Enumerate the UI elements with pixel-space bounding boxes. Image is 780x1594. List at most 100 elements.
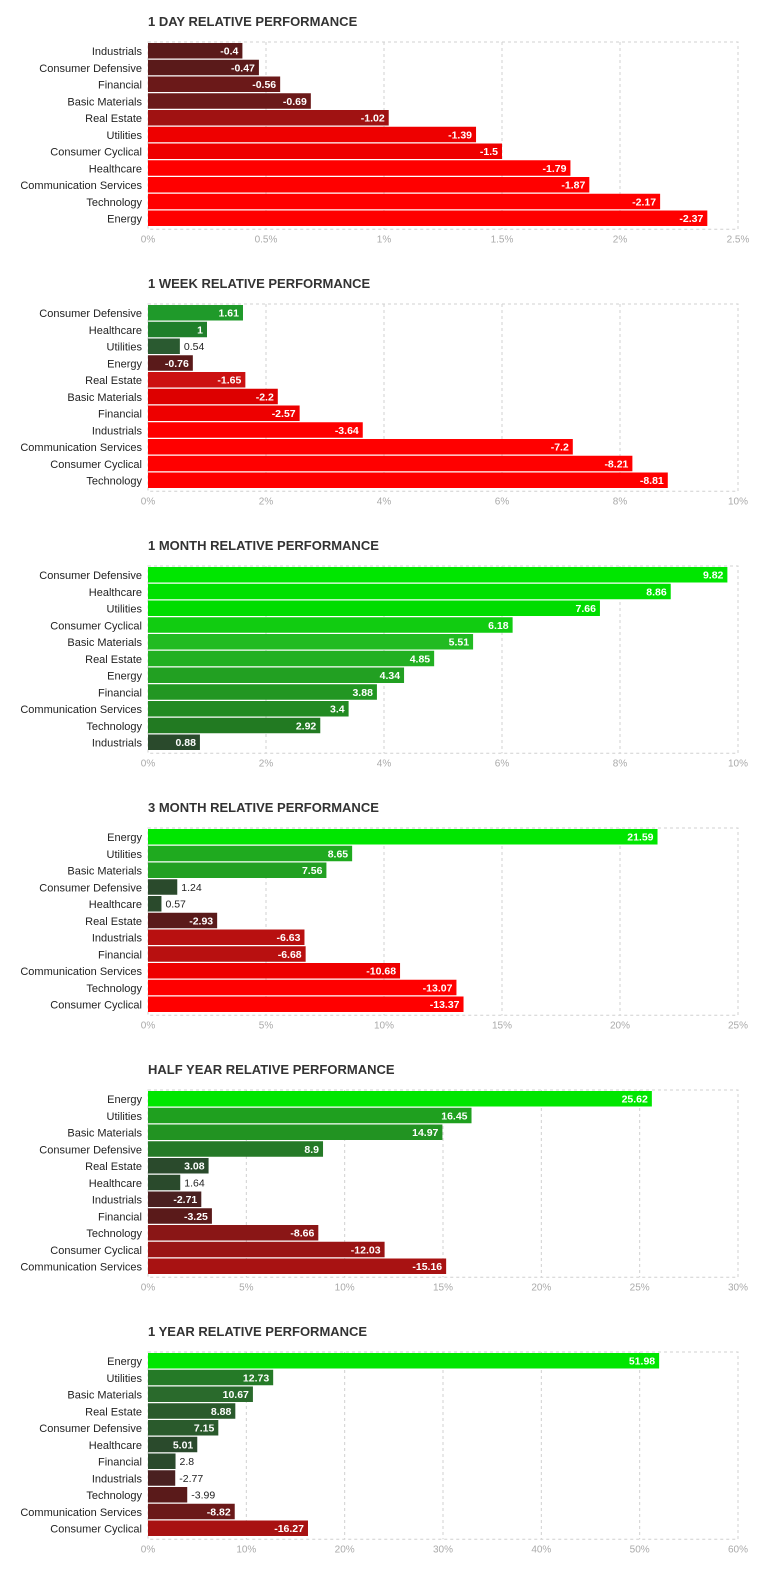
bar-industrials xyxy=(148,734,200,750)
x-tick-label: 2% xyxy=(259,496,274,507)
value-label: 3.08 xyxy=(184,1161,205,1173)
bar-energy xyxy=(148,210,708,226)
category-label: Healthcare xyxy=(89,163,142,175)
value-label: -2.37 xyxy=(679,213,703,225)
category-label: Energy xyxy=(107,671,142,683)
x-tick-label: 20% xyxy=(335,1544,355,1555)
value-label: 1.24 xyxy=(181,882,202,894)
category-label: Technology xyxy=(86,721,142,733)
value-label: 5.01 xyxy=(173,1439,194,1451)
value-label: -6.63 xyxy=(277,932,301,944)
category-label: Consumer Cyclical xyxy=(50,1524,142,1536)
category-label: Technology xyxy=(86,1228,142,1240)
value-label: 4.85 xyxy=(410,653,431,665)
value-label: -15.16 xyxy=(412,1261,442,1273)
bar-utilities xyxy=(148,126,477,143)
x-tick-label: 0.5% xyxy=(255,234,278,245)
chart-title: 1 MONTH RELATIVE PERFORMANCE xyxy=(148,538,379,553)
category-label: Financial xyxy=(98,409,142,421)
x-tick-label: 10% xyxy=(728,758,748,769)
bar-healthcare xyxy=(148,1436,198,1453)
bar-industrials xyxy=(148,422,363,438)
x-tick-label: 2% xyxy=(259,758,274,769)
x-tick-label: 10% xyxy=(374,1020,394,1031)
value-label: 8.88 xyxy=(211,1406,232,1418)
value-label: 9.82 xyxy=(703,570,724,582)
x-tick-label: 0% xyxy=(141,234,156,245)
bar-real-estate xyxy=(148,110,389,126)
bar-utilities xyxy=(148,1107,472,1124)
category-label: Financial xyxy=(98,1457,142,1469)
x-tick-label: 0% xyxy=(141,1544,156,1555)
bar-industrials xyxy=(148,43,243,59)
value-label: -0.56 xyxy=(252,79,276,91)
category-label: Consumer Cyclical xyxy=(50,1000,142,1012)
category-label: Industrials xyxy=(92,933,143,945)
value-label: -3.64 xyxy=(335,425,359,437)
value-label: 4.34 xyxy=(380,670,401,682)
category-label: Utilities xyxy=(107,130,143,142)
bar-technology xyxy=(148,472,668,488)
bar-healthcare xyxy=(148,160,571,176)
x-tick-label: 5% xyxy=(259,1020,274,1031)
bar-technology xyxy=(148,1487,188,1503)
x-tick-label: 0% xyxy=(141,1282,156,1293)
x-tick-label: 5% xyxy=(239,1282,254,1293)
category-label: Real Estate xyxy=(85,654,142,666)
value-label: 16.45 xyxy=(441,1110,467,1122)
x-tick-label: 10% xyxy=(335,1282,355,1293)
category-label: Financial xyxy=(98,80,142,92)
value-label: 0.57 xyxy=(165,899,186,911)
value-label: -8.82 xyxy=(207,1506,231,1518)
x-tick-label: 50% xyxy=(630,1544,650,1555)
value-label: 0.88 xyxy=(175,737,196,749)
category-label: Consumer Defensive xyxy=(39,1423,142,1435)
bar-consumer-defensive xyxy=(148,1420,219,1436)
value-label: 5.51 xyxy=(449,637,470,649)
category-label: Consumer Cyclical xyxy=(50,459,142,471)
category-label: Consumer Defensive xyxy=(39,570,142,582)
value-label: -0.47 xyxy=(231,62,255,74)
category-label: Basic Materials xyxy=(67,1128,142,1140)
value-label: -2.71 xyxy=(173,1194,197,1206)
x-tick-label: 25% xyxy=(728,1020,748,1031)
value-label: 3.4 xyxy=(330,704,345,716)
category-label: Basic Materials xyxy=(67,637,142,649)
category-label: Industrials xyxy=(92,46,143,58)
bar-real-estate xyxy=(148,912,218,929)
performance-chart-0: 1 DAY RELATIVE PERFORMANCE 0% 0.5% 1% 1.5% 2%… xyxy=(0,14,780,250)
bar-industrials xyxy=(148,1191,202,1207)
bar-basic-materials xyxy=(148,93,311,109)
x-tick-label: 10% xyxy=(728,496,748,507)
bar-real-estate xyxy=(148,1403,236,1419)
category-label: Technology xyxy=(86,1490,142,1502)
bar-consumer-cyclical xyxy=(148,455,633,472)
chart-title: 1 DAY RELATIVE PERFORMANCE xyxy=(148,14,358,29)
chart-title: 1 YEAR RELATIVE PERFORMANCE xyxy=(148,1324,368,1339)
category-label: Communication Services xyxy=(20,704,142,716)
value-label: -8.66 xyxy=(290,1228,314,1240)
bar-real-estate xyxy=(148,650,435,667)
value-label: 25.62 xyxy=(622,1094,648,1106)
performance-chart-1: 1 WEEK RELATIVE PERFORMANCE 0% 2% 4% 6% 8% 10%… xyxy=(0,276,780,512)
bar-energy xyxy=(148,355,193,371)
bar-consumer-cyclical xyxy=(148,1241,385,1258)
value-label: -3.25 xyxy=(184,1211,208,1223)
value-label: -2.77 xyxy=(179,1473,203,1485)
value-label: -1.39 xyxy=(448,129,472,141)
x-tick-label: 1% xyxy=(377,234,392,245)
category-label: Consumer Defensive xyxy=(39,1144,142,1156)
value-label: -7.2 xyxy=(551,442,569,454)
x-tick-label: 4% xyxy=(377,758,392,769)
bar-financial xyxy=(148,1453,176,1469)
x-tick-label: 0% xyxy=(141,1020,156,1031)
value-label: -1.65 xyxy=(217,375,241,387)
value-label: 7.56 xyxy=(302,865,323,877)
value-label: -1.5 xyxy=(480,146,498,158)
value-label: 21.59 xyxy=(627,832,653,844)
chart-title: HALF YEAR RELATIVE PERFORMANCE xyxy=(148,1062,395,1077)
category-label: Consumer Defensive xyxy=(39,882,142,894)
category-label: Consumer Cyclical xyxy=(50,147,142,159)
value-label: -8.21 xyxy=(604,458,628,470)
